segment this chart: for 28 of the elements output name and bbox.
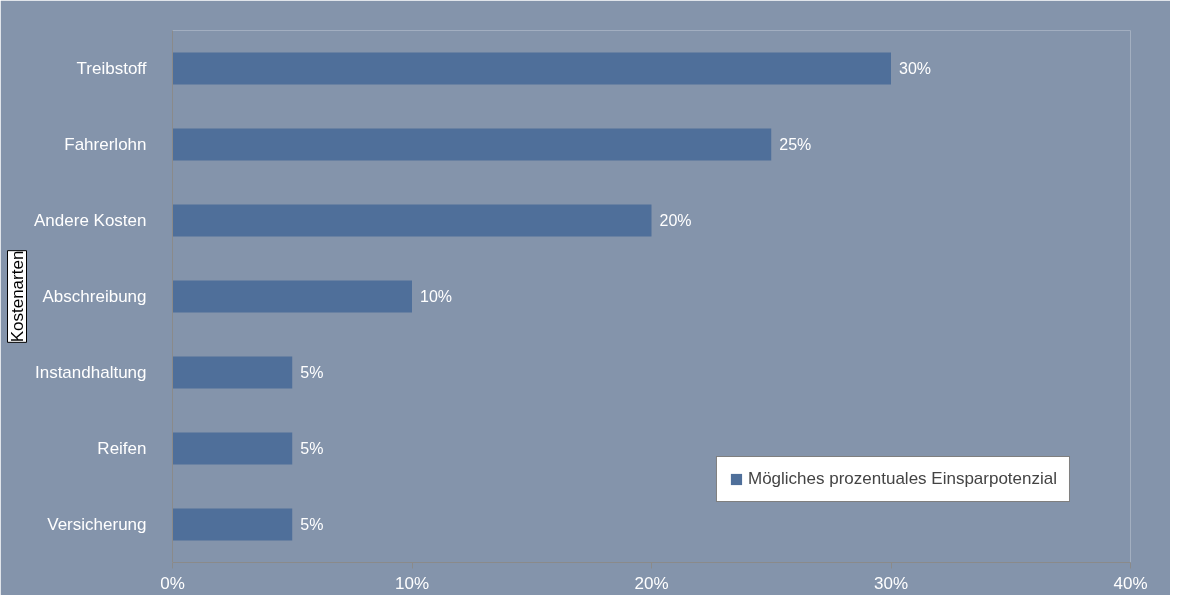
y-tick-label: Fahrerlohn (64, 135, 147, 154)
data-label: 30% (899, 60, 932, 77)
bar (172, 204, 652, 237)
bar (172, 356, 293, 389)
y-tick-label: Treibstoff (76, 59, 147, 78)
x-tick-label: 10% (394, 573, 430, 593)
data-label: 10% (420, 288, 453, 305)
data-label: 5% (300, 440, 324, 457)
x-tick-label: 40% (1113, 573, 1148, 593)
legend-label: Mögliches prozentuales Einsparpotenzial (747, 469, 1057, 489)
bar (172, 432, 293, 465)
bar (172, 52, 891, 85)
bar (172, 128, 772, 161)
bar (172, 508, 293, 541)
y-tick-label: Instandhaltung (34, 363, 147, 382)
bar (172, 280, 412, 313)
data-label: 20% (659, 212, 692, 229)
y-axis-title: Kostenarten (7, 250, 27, 343)
data-label: 5% (300, 364, 324, 381)
x-tick-label: 0% (160, 573, 185, 593)
y-tick-label: Andere Kosten (34, 211, 147, 230)
y-tick-label: Abschreibung (42, 287, 147, 306)
y-tick-label: Reifen (97, 439, 147, 458)
data-label: 25% (779, 136, 812, 153)
data-label: 5% (300, 516, 324, 533)
x-tick-label: 30% (873, 573, 909, 593)
x-tick-label: 20% (634, 573, 669, 593)
y-tick-label: Versicherung (47, 515, 147, 534)
